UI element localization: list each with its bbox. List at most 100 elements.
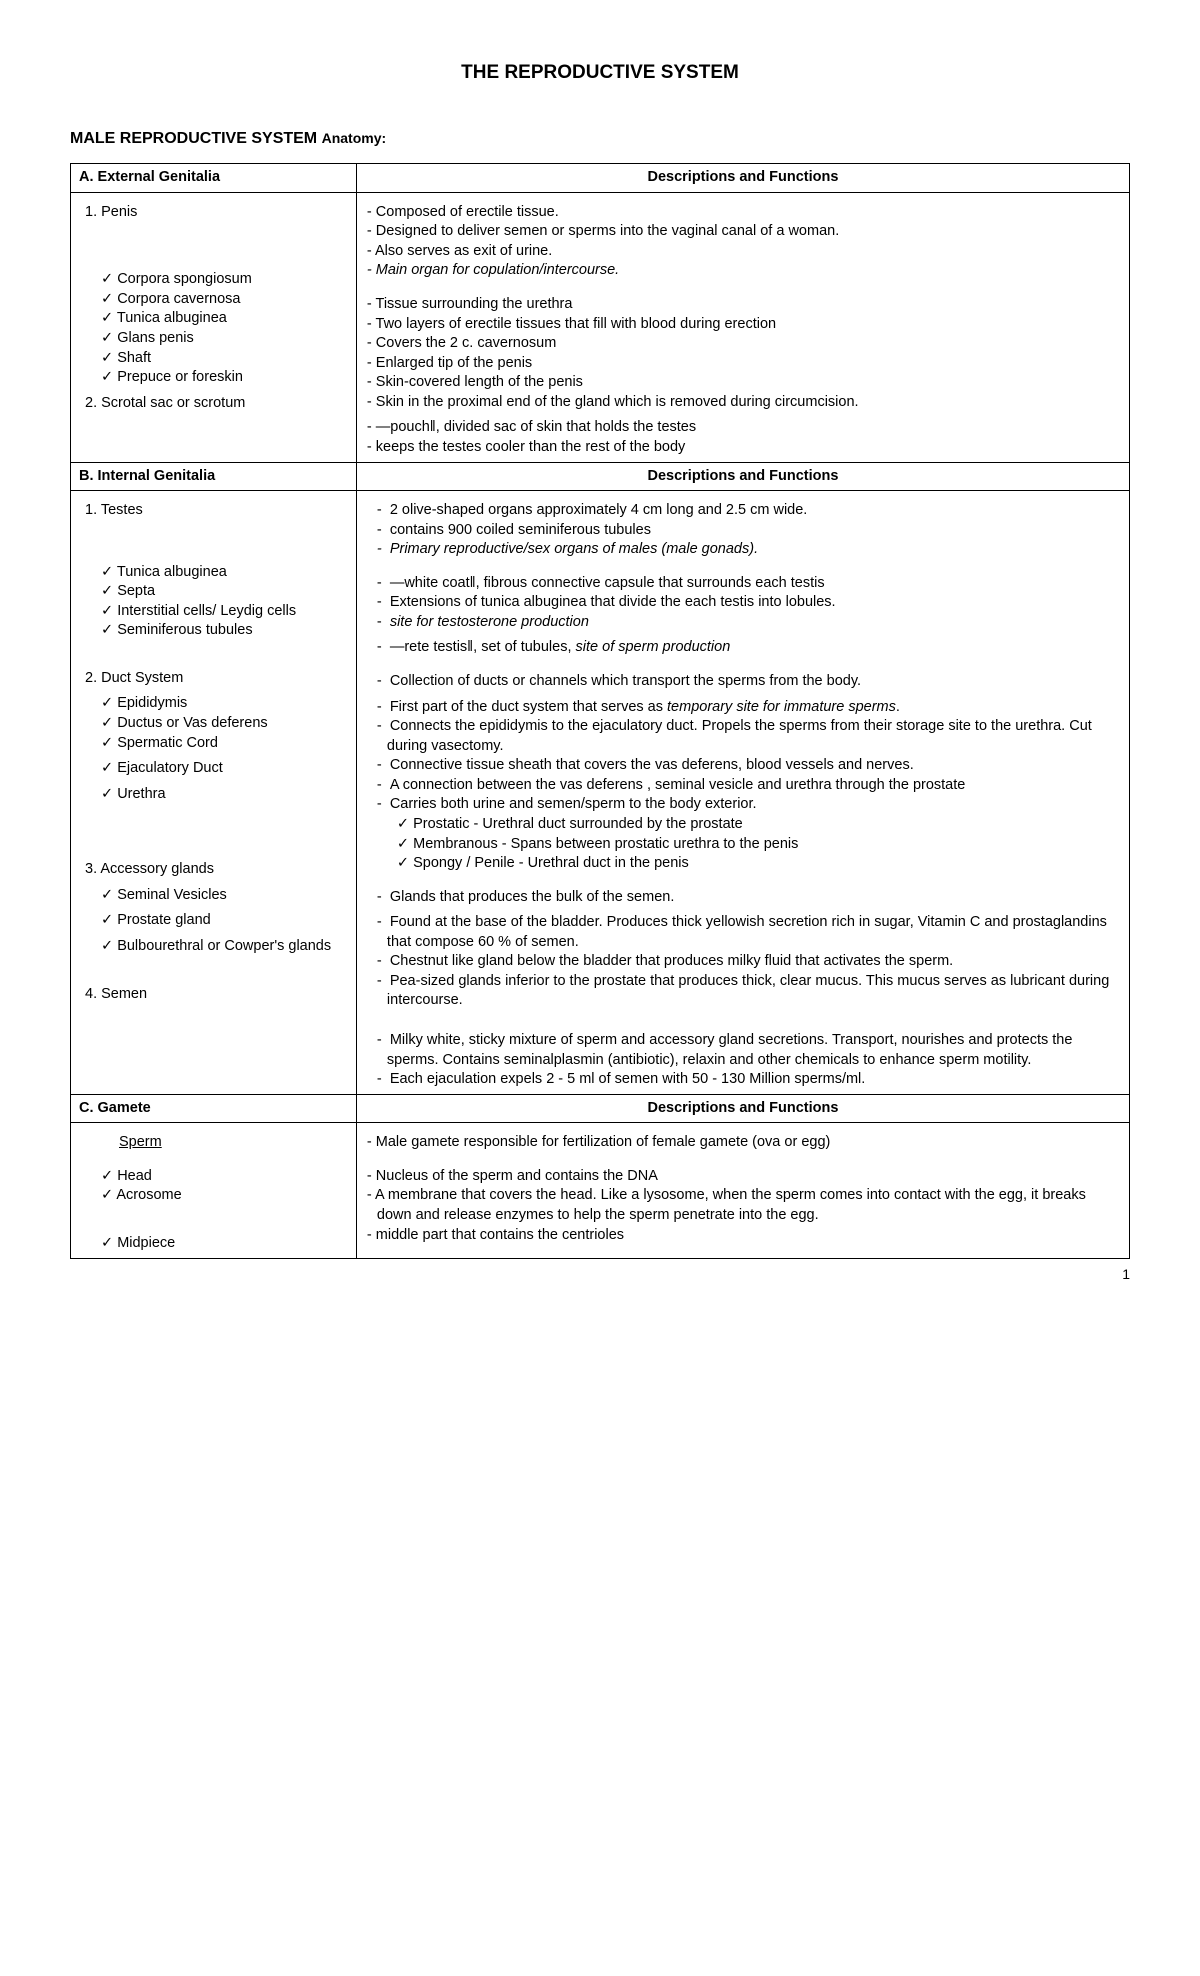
penis-sub-desc-1: - Two layers of erectile tissues that fi…: [367, 315, 1121, 335]
tsd2: Extensions of tunica albuginea that divi…: [390, 594, 836, 610]
anatomy-table: A. External Genitalia Descriptions and F…: [70, 163, 1130, 1258]
urethra-sub-0: Prostatic - Urethral duct surrounded by …: [397, 815, 1121, 835]
cell-external-left: 1. Penis Corpora spongiosum Corpora cave…: [71, 192, 357, 462]
penis-desc-3: - Main organ for copulation/intercourse.: [367, 261, 1121, 281]
duct-desc-1: - First part of the duct system that ser…: [377, 698, 1121, 718]
testes-desc-2: - Primary reproductive/sex organs of mal…: [377, 540, 1121, 560]
sub-interstitial: Interstitial cells/ Leydig cells: [101, 602, 348, 622]
testes-desc-0-text: 2 olive-shaped organs approximately 4 cm…: [390, 502, 808, 518]
page-number: 1: [70, 1265, 1130, 1284]
testes-desc-2-text: Primary reproductive/sex organs of males…: [390, 541, 758, 557]
accessory-desc-3: - Pea-sized glands inferior to the prost…: [377, 972, 1121, 1011]
item-duct: 2. Duct System: [85, 669, 348, 689]
header-b-right: Descriptions and Functions: [356, 462, 1129, 491]
accessory-desc-0: - Glands that produces the bulk of the s…: [377, 888, 1121, 908]
sub-corpora-cavernosa: Corpora cavernosa: [101, 290, 348, 310]
sd2: Each ejaculation expels 2 - 5 ml of seme…: [390, 1071, 865, 1087]
dd1a: First part of the duct system that serve…: [390, 699, 667, 715]
penis-desc-2: - Also serves as exit of urine.: [367, 242, 1121, 262]
duct-desc-0: - Collection of ducts or channels which …: [377, 672, 1121, 692]
cell-external-right: - Composed of erectile tissue. - Designe…: [356, 192, 1129, 462]
header-c-text: C. Gamete: [79, 1100, 151, 1116]
page-title: THE REPRODUCTIVE SYSTEM: [70, 60, 1130, 86]
testes-sub-desc-4: - ―rete testis‖, set of tubules, site of…: [377, 638, 1121, 658]
sub-shaft: Shaft: [101, 349, 348, 369]
item-testes: 1. Testes: [85, 501, 348, 521]
row-gamete: Sperm Head Acrosome Midpiece - Male game…: [71, 1123, 1130, 1258]
urethra-sub-1: Membranous - Spans between prostatic ure…: [397, 835, 1121, 855]
cell-gamete-right: - Male gamete responsible for fertilizat…: [356, 1123, 1129, 1258]
cell-internal-right: - 2 olive-shaped organs approximately 4 …: [356, 491, 1129, 1095]
row-external: 1. Penis Corpora spongiosum Corpora cave…: [71, 192, 1130, 462]
semen-desc-2: - Each ejaculation expels 2 - 5 ml of se…: [377, 1070, 1121, 1090]
penis-sub-desc-0: - Tissue surrounding the urethra: [367, 295, 1121, 315]
dd2: Connects the epididymis to the ejaculato…: [387, 718, 1092, 754]
sub-tunica-albuginea: Tunica albuginea: [101, 309, 348, 329]
sub-septa: Septa: [101, 582, 348, 602]
tsd1: ―white coat‖, fibrous connective capsule…: [390, 575, 825, 591]
sperm-desc: - Male gamete responsible for fertilizat…: [367, 1133, 1121, 1153]
penis-sub-desc-2: - Covers the 2 c. cavernosum: [367, 334, 1121, 354]
penis-desc-1: - Designed to deliver semen or sperms in…: [367, 222, 1121, 242]
dd4: A connection between the vas deferens , …: [390, 777, 966, 793]
header-b-left: B. Internal Genitalia: [71, 462, 357, 491]
sub-seminiferous: Seminiferous tubules: [101, 621, 348, 641]
urethra-sub-2: Spongy / Penile - Urethral duct in the p…: [397, 854, 1121, 874]
header-a-text: A. External Genitalia: [79, 169, 220, 185]
duct-desc-5: - Carries both urine and semen/sperm to …: [377, 795, 1121, 815]
tsd3: site for testosterone production: [390, 614, 589, 630]
sub-ejaculatory: Ejaculatory Duct: [101, 759, 348, 779]
accessory-desc-2: - Chestnut like gland below the bladder …: [377, 952, 1121, 972]
section-main: MALE REPRODUCTIVE SYSTEM: [70, 130, 317, 147]
testes-desc-1-text: contains 900 coiled seminiferous tubules: [390, 522, 651, 538]
sub-corpora-spongiosum: Corpora spongiosum: [101, 270, 348, 290]
dd0: Collection of ducts or channels which tr…: [390, 673, 861, 689]
testes-sub-desc-3: - site for testosterone production: [377, 613, 1121, 633]
ad0: Glands that produces the bulk of the sem…: [390, 889, 675, 905]
sub-urethra: Urethra: [101, 785, 348, 805]
sub-bulbourethral: Bulbourethral or Cowper's glands: [101, 937, 348, 957]
duct-desc-2: - Connects the epididymis to the ejacula…: [377, 717, 1121, 756]
dd5: Carries both urine and semen/sperm to th…: [390, 796, 757, 812]
cell-internal-left: 1. Testes Tunica albuginea Septa Interst…: [71, 491, 357, 1095]
sub-head: Head: [101, 1167, 348, 1187]
header-c-right: Descriptions and Functions: [356, 1094, 1129, 1123]
header-a-left: A. External Genitalia: [71, 164, 357, 193]
tsd4b: site of sperm production: [576, 639, 731, 655]
sub-tunica-alb: Tunica albuginea: [101, 563, 348, 583]
dd3: Connective tissue sheath that covers the…: [390, 757, 914, 773]
accessory-desc-1: - Found at the base of the bladder. Prod…: [377, 913, 1121, 952]
header-c-left: C. Gamete: [71, 1094, 357, 1123]
dd1b: temporary site for immature sperms: [667, 699, 896, 715]
penis-desc-0: - Composed of erectile tissue.: [367, 203, 1121, 223]
section-sub: Anatomy:: [322, 130, 387, 146]
header-row-c: C. Gamete Descriptions and Functions: [71, 1094, 1130, 1123]
sub-vas: Ductus or Vas deferens: [101, 714, 348, 734]
row-internal: 1. Testes Tunica albuginea Septa Interst…: [71, 491, 1130, 1095]
cell-gamete-left: Sperm Head Acrosome Midpiece: [71, 1123, 357, 1258]
sub-prostate: Prostate gland: [101, 911, 348, 931]
item-sperm: Sperm: [119, 1133, 348, 1153]
header-desc-text-c: Descriptions and Functions: [647, 1100, 838, 1116]
sub-spermatic: Spermatic Cord: [101, 734, 348, 754]
item-scrotum: 2. Scrotal sac or scrotum: [85, 394, 348, 414]
header-b-text: B. Internal Genitalia: [79, 468, 215, 484]
sub-epididymis: Epididymis: [101, 694, 348, 714]
header-desc-text: Descriptions and Functions: [647, 169, 838, 185]
duct-desc-4: - A connection between the vas deferens …: [377, 776, 1121, 796]
penis-sub-desc-5: - Skin in the proximal end of the gland …: [367, 393, 1121, 413]
testes-desc-1: - contains 900 coiled seminiferous tubul…: [377, 521, 1121, 541]
penis-sub-desc-3: - Enlarged tip of the penis: [367, 354, 1121, 374]
scrotum-desc-1: - keeps the testes cooler than the rest …: [367, 438, 1121, 458]
sub-glans: Glans penis: [101, 329, 348, 349]
sub-prepuce: Prepuce or foreskin: [101, 368, 348, 388]
duct-desc-3: - Connective tissue sheath that covers t…: [377, 756, 1121, 776]
sub-acrosome: Acrosome: [101, 1186, 348, 1206]
item-penis: 1. Penis: [85, 203, 348, 223]
ad3: Pea-sized glands inferior to the prostat…: [387, 973, 1109, 1009]
tsd4a: ―rete testis‖, set of tubules,: [390, 639, 576, 655]
midpiece-desc: - middle part that contains the centriol…: [367, 1226, 1121, 1246]
header-row-a: A. External Genitalia Descriptions and F…: [71, 164, 1130, 193]
testes-sub-desc-2: - Extensions of tunica albuginea that di…: [377, 593, 1121, 613]
item-semen: 4. Semen: [85, 985, 348, 1005]
